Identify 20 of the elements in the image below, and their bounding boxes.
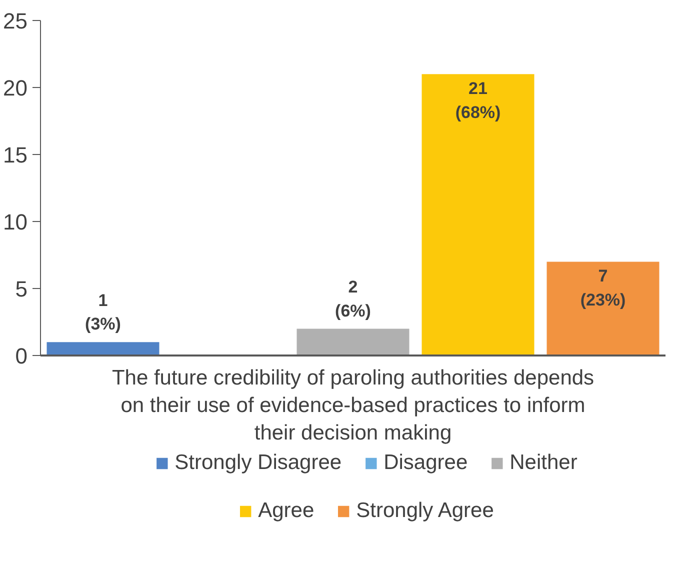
y-tick-label: 10 — [3, 210, 28, 234]
data-label: 21 (68%) — [455, 79, 501, 122]
legend-label: Strongly Disagree — [174, 451, 342, 475]
bar — [296, 328, 410, 356]
bar — [422, 74, 534, 356]
y-tick-label: 20 — [3, 76, 28, 100]
legend-label: Neither — [510, 451, 578, 475]
x-tick-label: The future credibility of paroling authorities depends on their use of evidence-based practices to inform their decision making — [112, 366, 594, 445]
data-label: 1 (3%) — [85, 290, 121, 334]
y-tick-label: 0 — [15, 344, 28, 368]
bar — [546, 262, 660, 356]
legend-label: Disagree — [384, 451, 468, 475]
data-label: 2 (6%) — [335, 278, 371, 320]
data-label: 7 (23%) — [580, 266, 626, 310]
y-tick-label: 25 — [3, 8, 28, 34]
legend-label: Agree — [258, 499, 314, 523]
y-tick-label: 15 — [3, 142, 28, 168]
bar — [46, 342, 160, 356]
y-tick-label: 5 — [15, 276, 28, 302]
legend-label: Strongly Agree — [356, 499, 494, 523]
